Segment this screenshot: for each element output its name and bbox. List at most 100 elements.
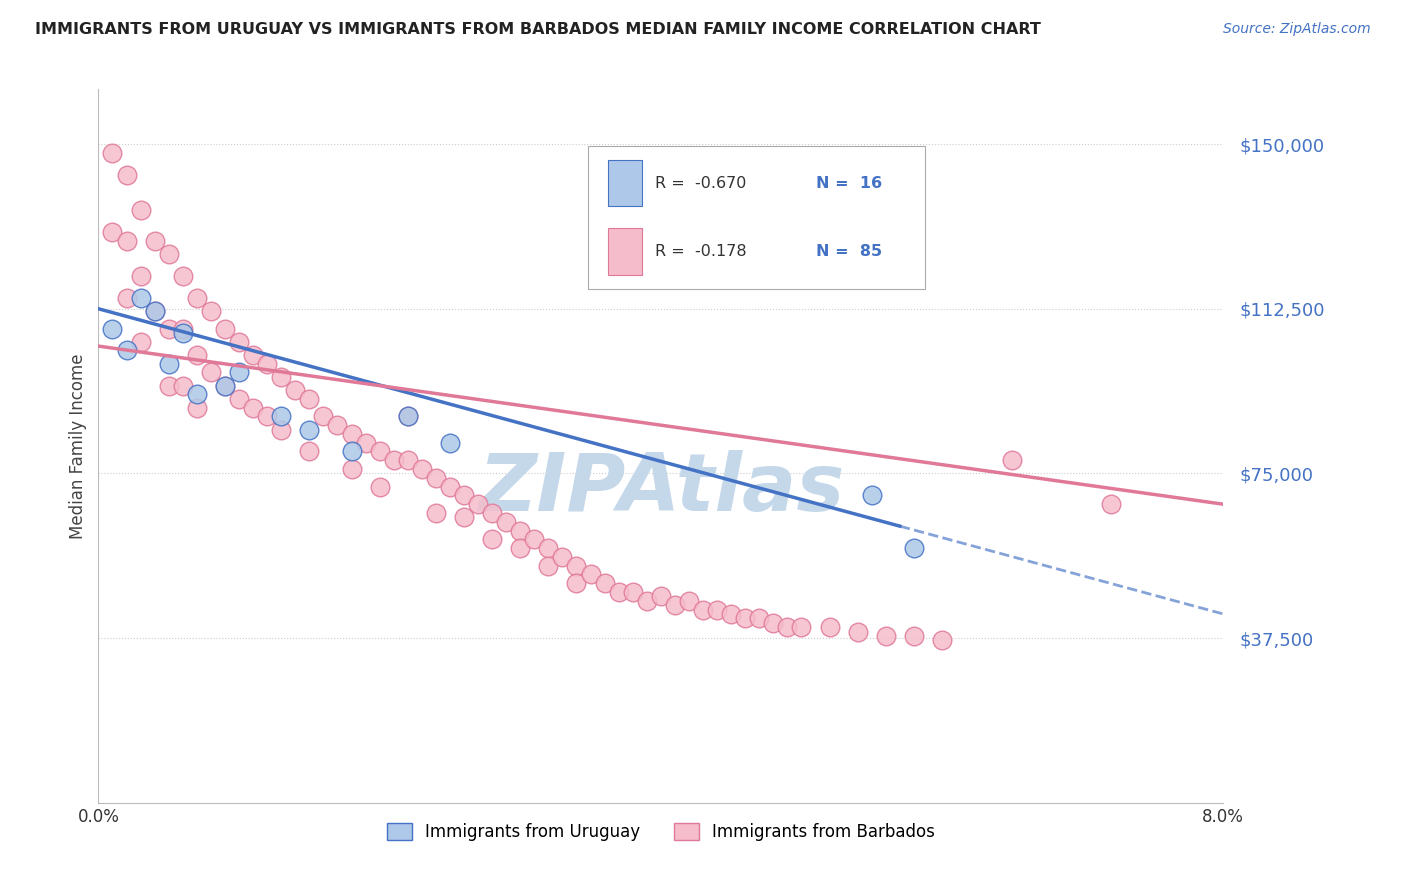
FancyBboxPatch shape <box>588 146 925 289</box>
Text: N =  16: N = 16 <box>815 176 882 191</box>
Point <box>382 453 405 467</box>
Point <box>762 615 785 630</box>
Point <box>256 357 278 371</box>
Point <box>115 343 138 358</box>
Text: R =  -0.178: R = -0.178 <box>655 244 747 259</box>
Point <box>284 383 307 397</box>
Point <box>860 488 883 502</box>
FancyBboxPatch shape <box>607 160 641 206</box>
Point <box>157 378 180 392</box>
Point <box>172 321 194 335</box>
Point <box>340 426 363 441</box>
Point <box>129 268 152 283</box>
Text: R =  -0.670: R = -0.670 <box>655 176 747 191</box>
Point <box>214 321 236 335</box>
Point <box>270 369 292 384</box>
Point <box>509 524 531 538</box>
Point <box>551 549 574 564</box>
Point <box>200 366 222 380</box>
Point <box>298 423 321 437</box>
Point <box>678 594 700 608</box>
Point <box>101 321 124 335</box>
Point <box>186 348 208 362</box>
Point <box>270 423 292 437</box>
Point <box>706 602 728 616</box>
Point <box>790 620 813 634</box>
Text: N =  85: N = 85 <box>815 244 882 259</box>
Point <box>312 409 335 424</box>
Point <box>242 401 264 415</box>
Point <box>172 326 194 340</box>
Point <box>396 409 419 424</box>
Point <box>396 409 419 424</box>
Point <box>565 558 588 573</box>
Point <box>481 533 503 547</box>
Point <box>425 471 447 485</box>
Point <box>172 268 194 283</box>
Point <box>846 624 869 639</box>
Point <box>172 378 194 392</box>
Point <box>481 506 503 520</box>
Point <box>636 594 658 608</box>
Point <box>664 598 686 612</box>
Point <box>621 585 644 599</box>
Point <box>270 409 292 424</box>
Point <box>607 585 630 599</box>
Point <box>495 515 517 529</box>
Point <box>396 453 419 467</box>
Point <box>565 576 588 591</box>
Point <box>903 629 925 643</box>
Point <box>748 611 770 625</box>
Point <box>776 620 799 634</box>
Text: IMMIGRANTS FROM URUGUAY VS IMMIGRANTS FROM BARBADOS MEDIAN FAMILY INCOME CORRELA: IMMIGRANTS FROM URUGUAY VS IMMIGRANTS FR… <box>35 22 1040 37</box>
Point <box>734 611 756 625</box>
Point <box>537 558 560 573</box>
Point <box>186 401 208 415</box>
Point <box>101 145 124 160</box>
Legend: Immigrants from Uruguay, Immigrants from Barbados: Immigrants from Uruguay, Immigrants from… <box>380 816 942 848</box>
Point <box>326 418 349 433</box>
Point <box>340 462 363 476</box>
Point <box>228 334 250 349</box>
Point <box>143 304 166 318</box>
Point <box>101 225 124 239</box>
Point <box>143 234 166 248</box>
Point <box>129 202 152 217</box>
Text: Source: ZipAtlas.com: Source: ZipAtlas.com <box>1223 22 1371 37</box>
Point <box>439 435 461 450</box>
Point <box>509 541 531 555</box>
Point <box>579 567 602 582</box>
Point <box>467 497 489 511</box>
Point <box>340 444 363 458</box>
Point <box>129 334 152 349</box>
Point <box>115 234 138 248</box>
Point <box>129 291 152 305</box>
Point <box>157 247 180 261</box>
Point <box>298 444 321 458</box>
Point <box>298 392 321 406</box>
Point <box>214 378 236 392</box>
Point <box>425 506 447 520</box>
Point <box>186 387 208 401</box>
Point <box>115 291 138 305</box>
Point <box>256 409 278 424</box>
Point <box>143 304 166 318</box>
Point <box>200 304 222 318</box>
Point <box>903 541 925 555</box>
Point <box>368 480 391 494</box>
Point <box>228 392 250 406</box>
Point <box>368 444 391 458</box>
FancyBboxPatch shape <box>607 228 641 275</box>
Point <box>1001 453 1024 467</box>
Point <box>439 480 461 494</box>
Point <box>453 510 475 524</box>
Point <box>692 602 714 616</box>
Point <box>453 488 475 502</box>
Point <box>720 607 742 621</box>
Point <box>157 321 180 335</box>
Point <box>650 590 672 604</box>
Point <box>931 633 953 648</box>
Point <box>537 541 560 555</box>
Point <box>593 576 616 591</box>
Point <box>411 462 433 476</box>
